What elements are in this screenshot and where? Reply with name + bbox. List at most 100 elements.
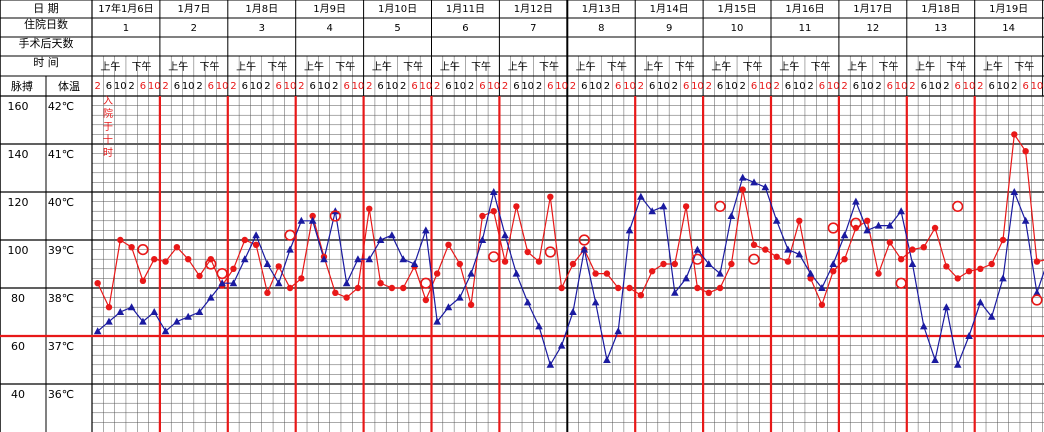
am-label: 上午 bbox=[508, 60, 528, 73]
temperature-point bbox=[150, 308, 159, 315]
temperature-point bbox=[286, 245, 294, 253]
pulse-point bbox=[105, 304, 113, 311]
pm-label: 下午 bbox=[1014, 60, 1034, 73]
temperature-point bbox=[603, 356, 611, 363]
hospital-day-label: 11 bbox=[799, 23, 812, 34]
hour-label: 2 bbox=[162, 81, 168, 92]
temperature-point bbox=[184, 312, 192, 320]
hour-label: 6 bbox=[547, 81, 553, 92]
pm-label: 下午 bbox=[675, 60, 695, 73]
temperature-point bbox=[274, 279, 283, 287]
pulse-circle-marker bbox=[748, 253, 760, 265]
pulse-point bbox=[909, 246, 916, 253]
pulse-circle-marker bbox=[578, 234, 590, 246]
temperature-point bbox=[478, 236, 487, 243]
temperature-point bbox=[806, 269, 815, 277]
pulse-circle-marker bbox=[895, 277, 907, 289]
pulse-circle-marker bbox=[952, 200, 964, 212]
temperature-point bbox=[557, 341, 566, 349]
temperature-line bbox=[97, 176, 1044, 367]
pulse-point bbox=[750, 241, 758, 248]
temperature-point bbox=[908, 260, 917, 267]
hour-label: 6 bbox=[581, 81, 587, 92]
pulse-point bbox=[128, 244, 135, 251]
temperature-point bbox=[139, 317, 147, 325]
hour-label: 2 bbox=[502, 81, 508, 92]
pulse-point bbox=[354, 284, 362, 292]
pulse-point bbox=[988, 260, 995, 268]
temperature-point bbox=[546, 360, 555, 368]
temperature-point bbox=[320, 255, 328, 263]
temperature-point bbox=[784, 245, 792, 253]
date-label: 1月9日 bbox=[313, 3, 346, 15]
pulse-point bbox=[603, 270, 611, 277]
temperature-point bbox=[704, 260, 713, 267]
pm-label: 下午 bbox=[132, 60, 152, 73]
pulse-point bbox=[965, 268, 973, 275]
pm-label: 下午 bbox=[199, 60, 219, 73]
hour-label: 10 bbox=[827, 81, 840, 92]
am-label: 上午 bbox=[847, 60, 867, 73]
hour-label: 6 bbox=[479, 81, 485, 92]
temperature-point bbox=[207, 293, 215, 301]
temperature-point bbox=[919, 322, 928, 330]
temperature-point bbox=[467, 269, 475, 277]
temperature-point bbox=[659, 202, 668, 210]
hour-label: 6 bbox=[513, 81, 519, 92]
hour-label: 2 bbox=[943, 81, 949, 92]
hospital-day-label: 12 bbox=[866, 23, 879, 34]
pulse-point bbox=[388, 284, 396, 292]
pulse-point bbox=[535, 258, 543, 265]
pulse-point bbox=[1011, 131, 1018, 138]
temperature-point bbox=[365, 255, 374, 263]
pulse-point bbox=[298, 275, 305, 282]
hour-label: 10 bbox=[148, 81, 161, 92]
hour-label: 6 bbox=[140, 81, 146, 92]
pulse-point bbox=[184, 256, 192, 263]
pulse-point bbox=[332, 289, 339, 296]
temperature-point bbox=[127, 303, 136, 311]
temperature-point bbox=[195, 308, 204, 315]
hospital-day-label: 13 bbox=[934, 23, 947, 34]
hour-label: 10 bbox=[352, 81, 365, 92]
hour-label: 2 bbox=[468, 81, 474, 92]
pulse-point bbox=[705, 289, 712, 296]
temperature-point bbox=[829, 260, 838, 267]
pulse-point bbox=[196, 272, 203, 280]
pulse-point bbox=[682, 203, 690, 210]
hour-label: 6 bbox=[1022, 81, 1028, 92]
hour-label: 2 bbox=[434, 81, 440, 92]
temperature-point bbox=[308, 216, 317, 224]
am-label: 上午 bbox=[304, 60, 324, 73]
temperature-point bbox=[388, 231, 396, 239]
temperature-point bbox=[682, 274, 690, 282]
pm-label: 下午 bbox=[335, 60, 355, 73]
pulse-circle-marker bbox=[284, 229, 296, 241]
hour-label: 2 bbox=[366, 81, 372, 92]
temperature-axis-title: 体温 bbox=[58, 79, 80, 93]
hour-label: 10 bbox=[250, 81, 263, 92]
pulse-point bbox=[660, 260, 667, 268]
temperature-point bbox=[93, 327, 102, 335]
temperature-point bbox=[501, 231, 509, 239]
hour-label: 6 bbox=[921, 81, 927, 92]
hour-label: 6 bbox=[649, 81, 655, 92]
temperature-point bbox=[795, 250, 804, 258]
hospital-day-label: 1 bbox=[123, 23, 129, 34]
temp-tick-label: 36℃ bbox=[48, 388, 74, 401]
pulse-point bbox=[456, 260, 463, 268]
hour-label: 6 bbox=[174, 81, 180, 92]
temperature-point bbox=[863, 226, 871, 234]
am-label: 上午 bbox=[711, 60, 731, 73]
hour-label: 2 bbox=[706, 81, 712, 92]
hour-label: 2 bbox=[400, 81, 406, 92]
temp-tick-label: 38℃ bbox=[48, 292, 74, 305]
pulse-point bbox=[637, 292, 645, 299]
temperature-point bbox=[512, 269, 521, 277]
hour-label: 2 bbox=[94, 81, 100, 92]
hour-label: 6 bbox=[785, 81, 791, 92]
am-label: 上午 bbox=[372, 60, 392, 73]
annotation-char: 十 bbox=[103, 133, 113, 146]
pulse-tick-label: 120 bbox=[8, 196, 29, 209]
